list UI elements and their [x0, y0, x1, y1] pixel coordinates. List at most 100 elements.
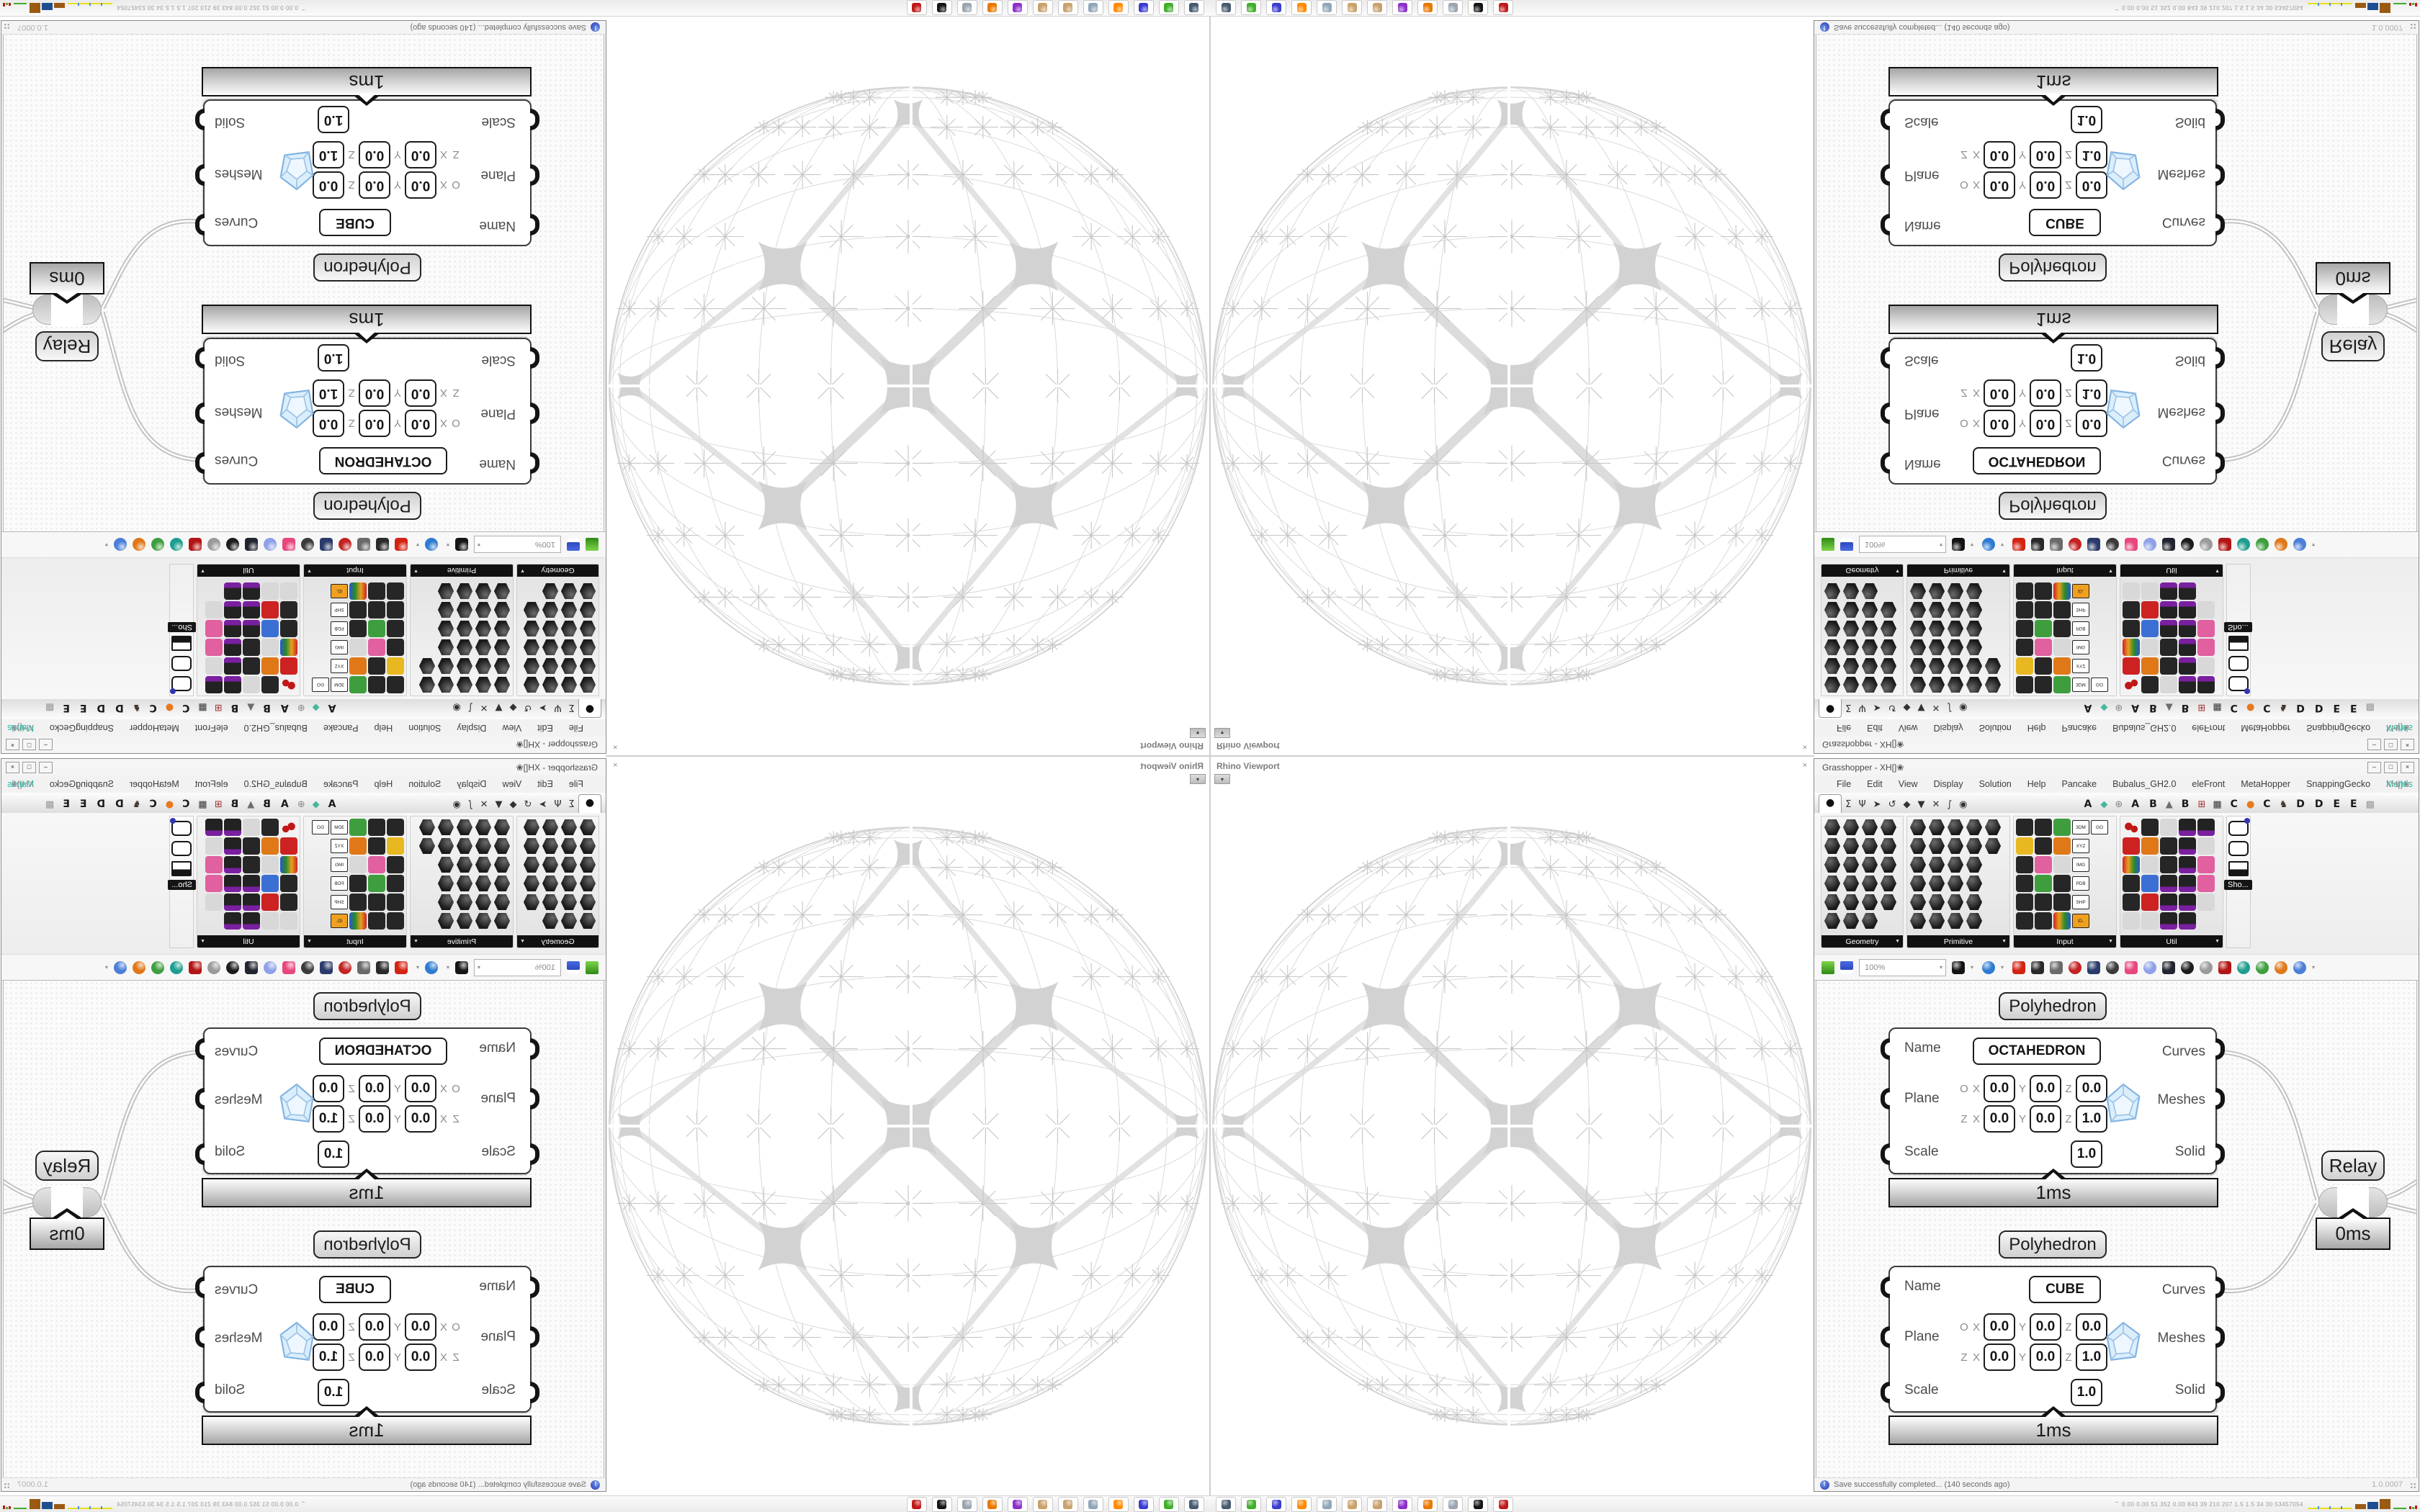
panel-icon[interactable] [1984, 819, 2002, 836]
caret[interactable]: ▾ [1971, 963, 1974, 971]
panel-icon[interactable] [493, 837, 511, 855]
ball-teal-icon[interactable] [170, 538, 183, 552]
panel-icon[interactable] [456, 875, 473, 892]
name-value-box[interactable]: CUBE [319, 1276, 391, 1303]
preview-eye-icon[interactable] [1982, 538, 1995, 552]
maximize-button[interactable]: □ [2384, 739, 2398, 750]
panel-icon[interactable] [2179, 875, 2196, 892]
caret[interactable]: ▾ [2001, 541, 2004, 549]
zoom-extents-icon[interactable] [455, 538, 468, 552]
panel-icon[interactable] [2035, 894, 2052, 911]
panel-icon[interactable] [349, 912, 367, 930]
gem-red-icon[interactable] [189, 960, 202, 974]
panel-icon[interactable] [560, 620, 578, 637]
window-views-icon[interactable] [320, 538, 333, 552]
panel-icon[interactable] [1824, 620, 1841, 637]
caret[interactable]: ▾ [2312, 963, 2316, 971]
tab-params[interactable]: ● [1819, 699, 1842, 718]
plane-oz-value[interactable]: 0.0 [313, 410, 344, 437]
plane-zy-value[interactable]: 0.0 [359, 379, 390, 407]
tab-display[interactable]: ◉ [1959, 702, 1968, 713]
panel-icon[interactable] [542, 620, 559, 637]
panel-icon[interactable] [387, 894, 404, 911]
panel-icon[interactable] [437, 856, 454, 873]
panel-icon[interactable]: ID. [331, 914, 348, 928]
panel-icon[interactable] [2123, 856, 2140, 873]
output-grip[interactable] [2215, 1038, 2225, 1060]
panel-icon[interactable] [523, 894, 540, 911]
panel-icon[interactable] [2053, 875, 2071, 892]
panel-icon[interactable] [368, 912, 385, 930]
panel-icon[interactable] [475, 639, 492, 656]
taskbar-calculator-icon[interactable] [1317, 0, 1337, 15]
panel-icon[interactable] [1880, 819, 1897, 836]
panel-icon[interactable] [1909, 620, 1927, 637]
component-header[interactable]: Polyhedron [1999, 1230, 2107, 1259]
taskbar-fox-icon[interactable] [1468, 1497, 1488, 1512]
panel-icon[interactable] [579, 819, 596, 836]
panel-icon[interactable] [349, 875, 367, 892]
menu-item-elefront[interactable]: eleFront [2192, 779, 2226, 789]
tab-plugin-16[interactable]: B [2181, 798, 2190, 810]
panel-icon[interactable] [2197, 620, 2215, 637]
panel-icon[interactable] [387, 601, 404, 618]
taskbar-owl-icon[interactable] [1392, 1497, 1412, 1512]
panel-icon[interactable] [2141, 582, 2159, 600]
tab-transform[interactable]: ∫ [1947, 702, 1953, 713]
plane-oz-value[interactable]: 0.0 [313, 1075, 344, 1102]
panel-icon[interactable] [1947, 620, 1964, 637]
taskbar-palette-icon-2[interactable] [1367, 1497, 1387, 1512]
panel-icon[interactable] [2197, 875, 2215, 892]
panel-icon[interactable] [542, 819, 559, 836]
scale-value-box[interactable]: 1.0 [318, 106, 349, 133]
panel-icon[interactable] [560, 601, 578, 618]
panel-icon[interactable] [542, 837, 559, 855]
tab-plugin-16[interactable]: B [2181, 702, 2190, 714]
taskbar-firefox-icon[interactable] [1108, 0, 1129, 15]
plane-oy-value[interactable]: 0.0 [2030, 410, 2061, 437]
panel-icon[interactable] [1909, 639, 1927, 656]
panel-icon[interactable] [224, 856, 241, 873]
panel-icon[interactable] [2035, 819, 2052, 836]
panel-footer-primitive[interactable]: Primitive ▼ [1907, 564, 2009, 577]
tab-maths[interactable]: Σ [568, 702, 575, 713]
panel-icon[interactable] [523, 837, 540, 855]
panel-icon[interactable] [1966, 837, 1983, 855]
panel-icon[interactable] [2053, 601, 2071, 618]
goggles-info-icon[interactable] [170, 818, 192, 836]
tab-plugin-11[interactable]: ◆ [312, 799, 320, 810]
save-file-icon[interactable] [1840, 960, 1853, 974]
gem-red-icon[interactable] [2218, 960, 2231, 974]
tab-mesh[interactable]: ▼ [495, 799, 503, 810]
panel-icon[interactable] [224, 912, 241, 930]
menu-item-bubalus_gh2.0[interactable]: Bubalus_GH2.0 [2112, 779, 2177, 789]
taskbar-green-drive-icon[interactable] [1159, 0, 1179, 15]
panel-icon[interactable] [1842, 912, 1860, 930]
panel-icon[interactable]: XYZ [331, 659, 348, 673]
panel-icon[interactable] [2179, 620, 2196, 637]
tab-plugin-20[interactable]: ● [165, 799, 174, 810]
polyhedron-component-cube[interactable]: Name Plane Scale CUBE O X 0.0 Y 0.0 Z 0.… [195, 99, 539, 246]
menu-item-display[interactable]: Display [457, 779, 487, 789]
panel-icon[interactable] [2035, 856, 2052, 873]
plane-zy-value[interactable]: 0.0 [2030, 141, 2061, 168]
menu-item-edit[interactable]: Edit [1867, 723, 1883, 733]
menu-item-display[interactable]: Display [457, 723, 487, 733]
plane-oy-value[interactable]: 0.0 [359, 410, 390, 437]
panel-icon[interactable] [493, 639, 511, 656]
component-header[interactable]: Polyhedron [1999, 992, 2107, 1020]
panel-icon[interactable] [2160, 582, 2177, 600]
panel-icon[interactable] [261, 582, 279, 600]
panel-icon[interactable] [2053, 894, 2071, 911]
title-bar[interactable]: Grasshopper - XH[]❀ – □ × [1814, 737, 2419, 753]
input-grip[interactable] [1881, 1382, 1890, 1403]
panel-icon[interactable] [1861, 856, 1878, 873]
panel-icon[interactable] [2035, 912, 2052, 930]
tab-vector[interactable]: ➤ [539, 799, 547, 810]
panel-icon[interactable] [1984, 657, 2002, 675]
plane-zx-value[interactable]: 0.0 [405, 1105, 436, 1133]
name-value-box[interactable]: OCTAHEDRON [319, 447, 447, 474]
panel-footer-geometry[interactable]: Geometry ▼ [1821, 564, 1903, 577]
relay-label[interactable]: Relay [2321, 331, 2385, 361]
taskbar-printer-icon[interactable] [1443, 0, 1463, 15]
